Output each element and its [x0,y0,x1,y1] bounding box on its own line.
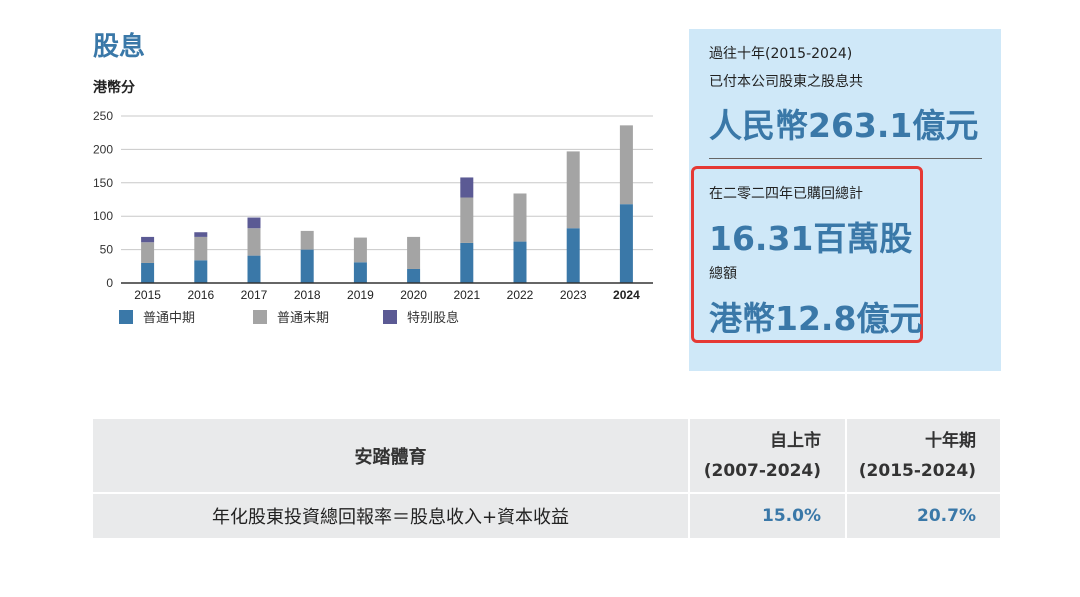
bar-2019-series-0 [353,262,367,283]
highlight-box [691,166,923,343]
bar-2022-series-0 [513,241,527,283]
bar-2016-series-2 [194,232,208,237]
x-tick-label: 2023 [560,288,587,302]
y-tick-label: 0 [106,276,113,290]
legend-item-interim: 普通中期 [119,307,195,326]
y-tick-label: 100 [93,209,113,223]
table-row-label: 年化股東投資總回報率＝股息收入+資本收益 [93,494,688,538]
bar-2015-series-2 [141,236,155,243]
bar-2015-series-0 [141,262,155,283]
bar-2018-series-0 [300,249,314,283]
panel-buyback-text: 在二零二四年已購回總計 [709,186,863,202]
panel-total-dividend: 人民幣263.1億元 [709,106,979,145]
bar-2020-series-1 [407,236,421,269]
panel-paid-text: 已付本公司股東之股息共 [709,74,863,90]
x-tick-label: 2018 [294,288,321,302]
bar-2017-series-1 [247,228,261,256]
x-tick-label: 2017 [241,288,268,302]
panel-buyback-amount: 港幣12.8億元 [709,299,923,338]
return-table: 安踏體育 自上市 (2007-2024) 十年期 (2015-2024) 年化股… [93,419,1000,538]
y-tick-label: 150 [93,176,113,190]
bar-2020-series-0 [407,268,421,283]
table-header-since-listing: 自上市 (2007-2024) [690,419,845,492]
bar-2023-series-1 [566,151,580,229]
table-header-ten-year-title: 十年期 [925,430,976,451]
panel-period-text: 過往十年(2015-2024) [709,46,853,62]
bar-2023-series-0 [566,228,580,283]
y-axis-unit-label: 港幣分 [93,80,135,96]
bar-2024-series-1 [619,125,633,205]
bar-2016-series-0 [194,260,208,283]
bar-2021-series-0 [460,242,474,283]
bar-2016-series-1 [194,236,208,261]
legend-swatch-special [383,309,397,324]
x-tick-label: 2016 [187,288,214,302]
table-header-ten-year-period: (2015-2024) [858,460,976,481]
x-tick-label: 2022 [507,288,534,302]
legend-label-final: 普通末期 [277,311,330,326]
bar-2017-series-2 [247,217,261,229]
bar-2018-series-1 [300,230,314,250]
table-header-company: 安踏體育 [354,446,427,468]
legend-label-special: 特别股息 [407,311,460,326]
bar-2024-series-0 [619,204,633,283]
x-tick-label: 2021 [453,288,480,302]
legend-item-special: 特别股息 [383,307,459,326]
summary-panel: 過往十年(2015-2024) 已付本公司股東之股息共 人民幣263.1億元 在… [689,29,1001,371]
bar-2021-series-1 [460,197,474,243]
bar-2015-series-1 [141,242,155,263]
y-tick-label: 250 [93,109,113,123]
legend-label-interim: 普通中期 [143,311,196,326]
panel-amount-label: 總額 [709,266,737,282]
table-header-since-listing-title: 自上市 [770,430,821,451]
bar-2017-series-0 [247,255,261,283]
bar-2019-series-1 [353,237,367,263]
table-header-ten-year: 十年期 (2015-2024) [847,419,1000,492]
legend-item-final: 普通末期 [253,307,329,326]
table-value-since-listing: 15.0% [762,506,821,526]
table-value-ten-year: 20.7% [917,506,976,526]
x-tick-label: 2024 [613,288,640,302]
dividend-bar-chart: 0 50 100 150 200 250 2015 2016 2017 2018 2019 2020 2… [93,109,653,302]
x-tick-label: 2020 [400,288,427,302]
table-header-row: 安踏體育 自上市 (2007-2024) 十年期 (2015-2024) [93,419,1000,492]
x-tick-label: 2019 [347,288,374,302]
bar-2022-series-1 [513,193,527,242]
x-tick-label: 2015 [134,288,161,302]
legend-swatch-interim [119,309,133,324]
bar-2021-series-2 [460,177,474,198]
panel-buyback-shares: 16.31百萬股 [709,219,913,258]
section-title: 股息 [93,32,146,62]
y-tick-label: 200 [93,142,113,156]
table-row: 年化股東投資總回報率＝股息收入+資本收益 15.0% 20.7% [93,492,1000,538]
legend-swatch-final [253,309,267,324]
y-tick-label: 50 [100,243,114,257]
table-header-since-listing-period: (2007-2024) [703,460,821,481]
panel-divider [709,158,982,159]
